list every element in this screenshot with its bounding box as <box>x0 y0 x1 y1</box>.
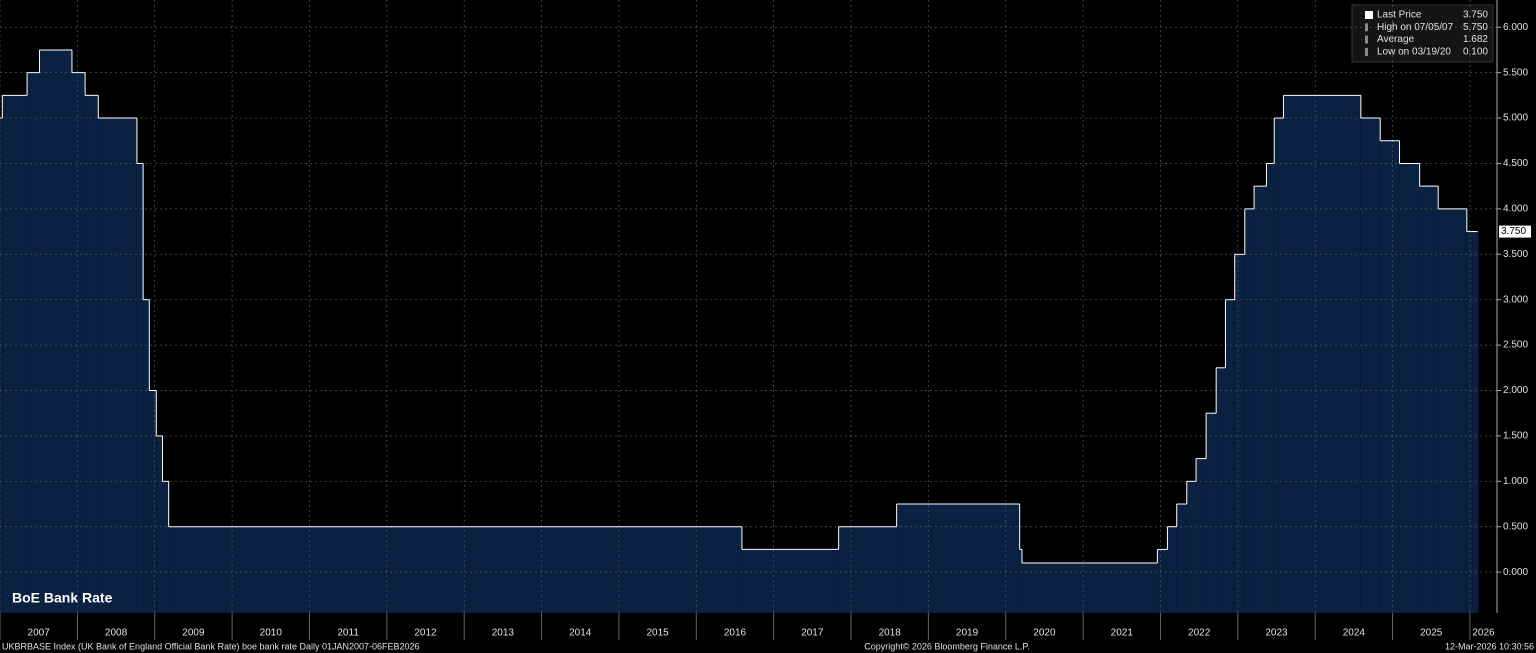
chart-title: BoE Bank Rate <box>12 590 113 606</box>
x-tick-label: 2007 <box>28 628 51 639</box>
legend-icon <box>1365 47 1368 56</box>
y-tick-label: 2.500 <box>1503 340 1528 351</box>
x-tick-label: 2017 <box>801 628 824 639</box>
y-tick-label: 3.000 <box>1503 294 1528 305</box>
area-step <box>1186 481 1197 613</box>
last-price-label: 3.750 <box>1501 226 1526 237</box>
area-step <box>143 299 150 613</box>
x-tick-label: 2022 <box>1188 628 1211 639</box>
area-step <box>1438 208 1467 613</box>
x-tick-label: 2014 <box>569 628 592 639</box>
area-step <box>1254 186 1267 614</box>
area-step <box>162 481 169 613</box>
area-step <box>1466 231 1478 614</box>
area-step <box>156 435 163 613</box>
y-tick-label: 0.500 <box>1503 521 1528 532</box>
x-tick-label: 2010 <box>260 628 283 639</box>
last-price-tag <box>1499 225 1531 238</box>
footer-source: UKBRBASE Index (UK Bank of England Offic… <box>2 641 420 651</box>
y-tick-label: 1.000 <box>1503 476 1528 487</box>
legend-label: Low on 03/19/20 <box>1377 47 1451 58</box>
area-step <box>896 504 1020 613</box>
legend-label: Last Price <box>1377 10 1422 21</box>
area-step <box>85 95 99 614</box>
area-step <box>1399 163 1420 613</box>
y-tick-label: 3.500 <box>1503 249 1528 260</box>
legend-icon <box>1365 35 1368 44</box>
legend-label: Average <box>1377 34 1415 45</box>
legend-box <box>1351 4 1494 63</box>
legend-label: High on 07/05/07 <box>1377 22 1454 33</box>
area-step <box>1176 504 1187 613</box>
x-tick-label: 2011 <box>337 628 359 639</box>
area-step <box>838 526 897 613</box>
y-tick-label: 0.000 <box>1503 567 1528 578</box>
area-step <box>0 118 3 613</box>
x-tick-label: 2013 <box>492 628 515 639</box>
x-tick-label: 2012 <box>414 628 437 639</box>
area-step <box>1244 208 1255 613</box>
x-tick-label: 2016 <box>724 628 747 639</box>
x-tick-label: 2008 <box>105 628 128 639</box>
area-step <box>1196 458 1207 613</box>
y-tick-label: 2.000 <box>1503 385 1528 396</box>
area-step <box>168 526 742 613</box>
area-step <box>741 549 839 613</box>
area-step <box>1380 140 1400 613</box>
x-tick-label: 2025 <box>1420 628 1443 639</box>
area-step <box>1266 163 1275 613</box>
legend-value: 1.682 <box>1463 34 1488 45</box>
x-tick-label: 2019 <box>956 628 979 639</box>
y-tick-label: 5.500 <box>1503 67 1528 78</box>
area-step <box>1216 367 1226 613</box>
legend-icon <box>1365 23 1368 32</box>
footer-timestamp: 12-Mar-2026 10:30:56 <box>1445 641 1534 651</box>
area-step <box>1157 549 1168 613</box>
area-step <box>1419 186 1439 614</box>
area-step <box>98 118 137 613</box>
y-tick-label: 6.000 <box>1503 22 1528 33</box>
x-tick-label: 2015 <box>646 628 669 639</box>
area-step <box>27 72 40 613</box>
area-step <box>1206 413 1217 613</box>
area-step <box>1274 118 1284 613</box>
legend-value: 5.750 <box>1463 22 1488 33</box>
x-tick-label: 2009 <box>182 628 205 639</box>
area-step <box>2 95 28 614</box>
x-tick-label: 2023 <box>1265 628 1288 639</box>
y-tick-label: 4.000 <box>1503 204 1528 215</box>
area-step <box>149 390 157 613</box>
area-step <box>39 49 72 614</box>
plot-area <box>0 49 1479 614</box>
area-step <box>136 163 144 613</box>
x-tick-label: 2020 <box>1033 628 1056 639</box>
legend-value: 3.750 <box>1463 10 1488 21</box>
footer-copyright: Copyright© 2026 Bloomberg Finance L.P. <box>864 641 1030 651</box>
x-tick-label: 2018 <box>879 628 902 639</box>
area-step <box>1283 95 1361 614</box>
area-step <box>1019 549 1022 613</box>
x-tick-label: 2021 <box>1111 628 1134 639</box>
area-step <box>1167 526 1177 613</box>
x-tick-label: 2026 <box>1472 628 1495 639</box>
area-step <box>1477 231 1479 614</box>
area-step <box>71 72 86 613</box>
area-step <box>1360 118 1381 613</box>
area-step <box>1234 254 1245 613</box>
area-step <box>1225 299 1235 613</box>
y-tick-label: 5.000 <box>1503 113 1528 124</box>
x-axis-band <box>0 613 1536 640</box>
legend-icon <box>1365 11 1373 19</box>
x-tick-label: 2024 <box>1343 628 1366 639</box>
area-step <box>1021 563 1158 613</box>
y-tick-label: 4.500 <box>1503 158 1528 169</box>
y-tick-label: 1.500 <box>1503 431 1528 442</box>
legend-value: 0.100 <box>1463 47 1488 58</box>
